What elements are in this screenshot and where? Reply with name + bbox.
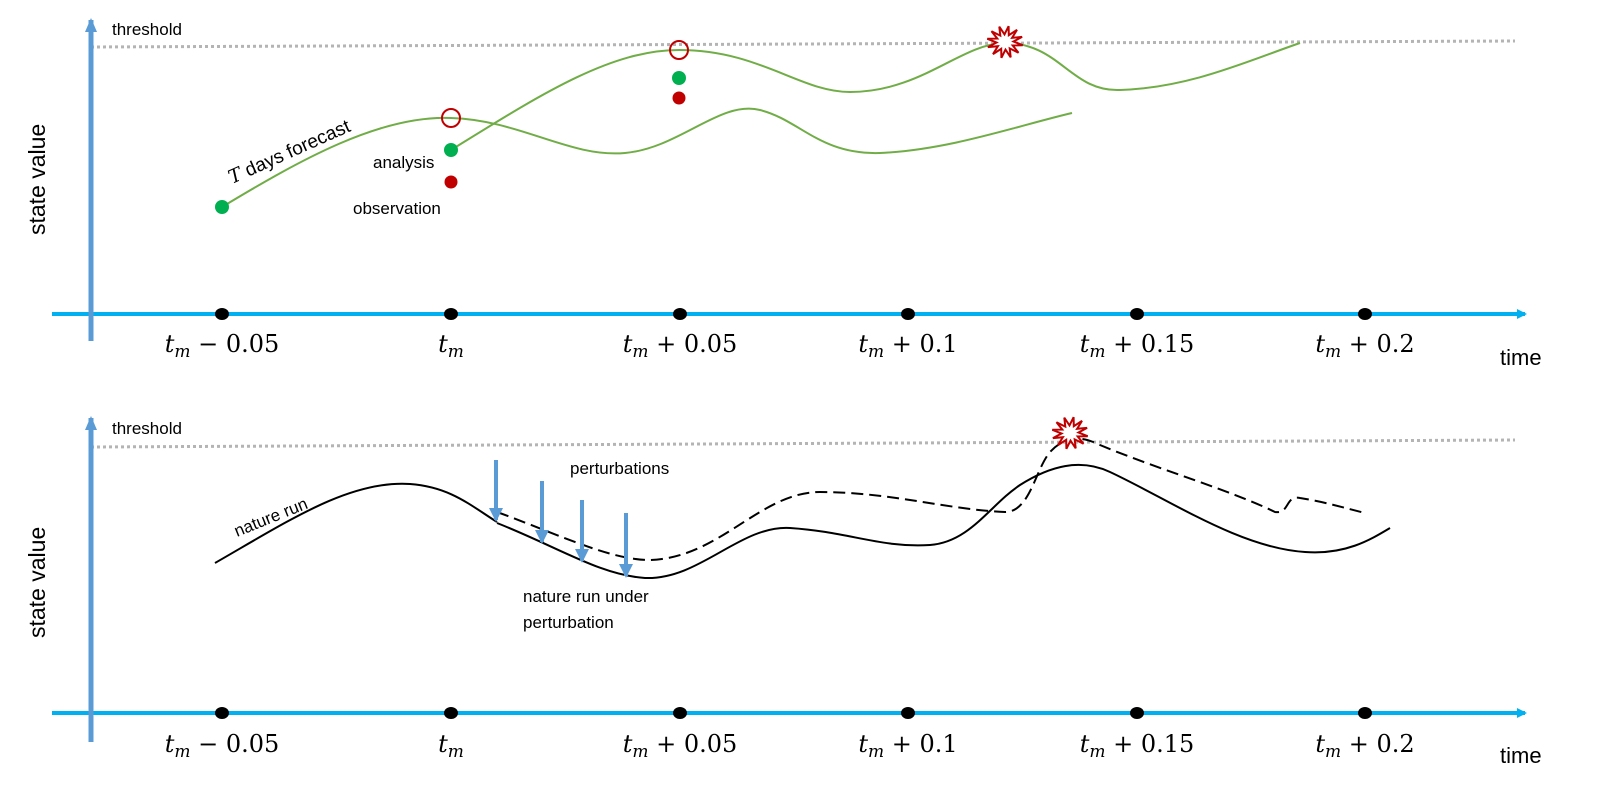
analysis-label: analysis [373,153,434,172]
tick-label: tm + 0.2 [1315,330,1414,362]
perturbed-label-line2: perturbation [523,613,614,632]
perturbed-label-line1: nature run under [523,587,649,606]
tick-marker [1130,308,1144,320]
forecast-curve-2 [450,41,1301,151]
tick-label: tm + 0.05 [623,330,738,362]
tick-label: tm + 0.05 [623,730,738,762]
tick-label: tm + 0.1 [858,330,957,362]
threshold-line [90,438,1516,449]
observation-point [672,91,686,105]
analysis-point [444,143,458,157]
nature-run-curve [214,482,498,564]
perturbations-label: perturbations [570,459,669,478]
tick-marker [215,707,229,719]
tick-marker [673,308,687,320]
y-axis-label: state value [24,124,50,235]
starburst-icon [986,25,1024,59]
tick-marker [1130,707,1144,719]
x-axis-label: time [1500,345,1542,370]
forecast-label: T days forecast [225,115,354,189]
nature-run-label: nature run [231,494,310,541]
analysis-point [672,71,686,85]
tick-marker [444,707,458,719]
forecast-point-open-1 [441,108,461,128]
forecast-point-open-2 [669,40,689,60]
tick-marker [1358,308,1372,320]
bottom-panel: threshold state value time tm − 0.05 tm tm… [24,416,1542,768]
starburst-shape [986,25,1024,59]
y-axis-label: state value [24,527,50,638]
tick-marker [901,308,915,320]
observation-label: observation [353,199,441,218]
tick-label: tm + 0.15 [1080,330,1195,362]
tick-marker [444,308,458,320]
starburst-icon [1051,416,1089,450]
tick-marker [673,707,687,719]
x-axis-label: time [1500,743,1542,768]
top-panel: threshold state value time tm − 0.05 tm tm… [24,18,1542,370]
forecast-curve-1 [221,107,1073,208]
tick-label: tm + 0.2 [1315,730,1414,762]
tick-marker [215,308,229,320]
threshold-line [90,39,1516,49]
threshold-label: threshold [112,20,182,39]
tick-label: tm − 0.05 [165,730,280,762]
threshold-label: threshold [112,419,182,438]
tick-label: tm − 0.05 [165,330,280,362]
tick-label: tm [438,330,464,362]
starburst-shape [1051,416,1089,450]
observation-point [444,175,458,189]
tick-marker [1358,707,1372,719]
tick-marker [901,707,915,719]
tick-label: tm [438,730,464,762]
tick-label: tm + 0.1 [858,730,957,762]
analysis-point [215,200,229,214]
perturbed-nature-run-curve [496,464,1391,580]
tick-label: tm + 0.15 [1080,730,1195,762]
forecast-dashed-curve [496,437,1366,562]
